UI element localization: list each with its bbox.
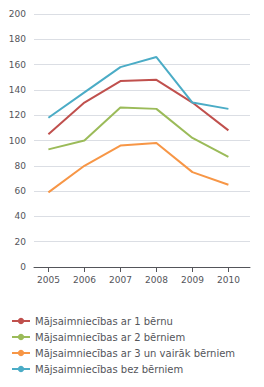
svg-text:60: 60 bbox=[15, 186, 27, 196]
svg-text:180: 180 bbox=[9, 34, 26, 44]
svg-text:Mājsaimniecības bez bērniem: Mājsaimniecības bez bērniem bbox=[35, 364, 183, 375]
svg-text:Mājsaimniecības ar 1 bērnu: Mājsaimniecības ar 1 bērnu bbox=[35, 316, 173, 327]
svg-text:80: 80 bbox=[15, 161, 27, 171]
svg-text:2006: 2006 bbox=[73, 275, 96, 285]
svg-text:140: 140 bbox=[9, 85, 26, 95]
svg-text:Mājsaimniecības ar 3 un vairāk: Mājsaimniecības ar 3 un vairāk bērniem bbox=[35, 348, 235, 359]
svg-text:2009: 2009 bbox=[181, 275, 204, 285]
svg-text:Mājsaimniecības ar 2 bērniem: Mājsaimniecības ar 2 bērniem bbox=[35, 332, 185, 343]
svg-text:2007: 2007 bbox=[109, 275, 132, 285]
svg-text:200: 200 bbox=[9, 9, 26, 19]
svg-text:40: 40 bbox=[15, 211, 27, 221]
svg-text:2005: 2005 bbox=[37, 275, 60, 285]
svg-text:100: 100 bbox=[9, 136, 26, 146]
svg-text:20: 20 bbox=[15, 237, 27, 247]
svg-text:0: 0 bbox=[20, 262, 26, 272]
svg-text:160: 160 bbox=[9, 60, 26, 70]
svg-text:2008: 2008 bbox=[145, 275, 168, 285]
svg-text:120: 120 bbox=[9, 110, 26, 120]
svg-text:2010: 2010 bbox=[217, 275, 240, 285]
